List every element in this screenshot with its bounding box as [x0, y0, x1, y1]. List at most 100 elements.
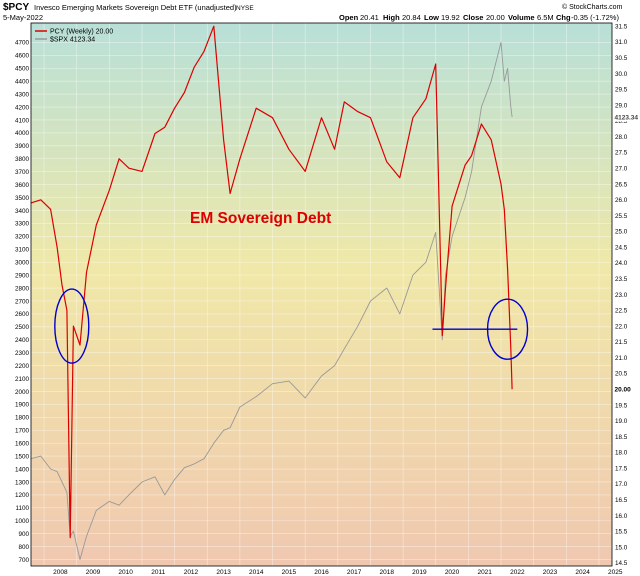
series-layer [30, 25, 513, 560]
right-tick-label: 14.5 [615, 560, 628, 567]
left-tick-label: 2800 [15, 285, 30, 292]
left-tick-label: 3800 [15, 156, 30, 163]
right-tick-label: 30.5 [615, 55, 628, 62]
right-tick-label: 16.0 [615, 513, 628, 520]
open-label: Open [339, 13, 359, 22]
grid [31, 23, 612, 566]
left-tick-label: 3600 [15, 182, 30, 189]
right-tick-label: 17.5 [615, 465, 628, 472]
left-tick-label: 1800 [15, 415, 30, 422]
right-tick-label: 22.5 [615, 308, 628, 315]
left-tick-label: 2600 [15, 311, 30, 318]
left-tick-label: 3900 [15, 143, 30, 150]
right-tick-label: 27.5 [615, 150, 628, 157]
right-tick-label: 25.5 [615, 213, 628, 220]
left-tick-label: 1300 [15, 479, 30, 486]
left-tick-label: 1100 [15, 505, 29, 512]
chg-value: -0.35 (-1.72%) [571, 13, 619, 22]
right-tick-label: 28.5 [615, 118, 628, 125]
right-tick-label: 26.0 [615, 197, 628, 204]
left-tick-label: 4000 [15, 130, 30, 137]
left-tick-label: 4600 [15, 53, 30, 60]
right-tick-label: 27.0 [615, 166, 628, 173]
close-value: 20.00 [486, 13, 505, 22]
left-tick-label: 1400 [15, 466, 30, 473]
left-tick-label: 3300 [15, 221, 30, 228]
left-tick-label: 3700 [15, 169, 30, 176]
x-tick-label: 2015 [282, 569, 297, 576]
left-tick-label: 4700 [15, 40, 30, 47]
right-tick-label: 30.0 [615, 71, 628, 78]
right-tick-label: 29.0 [615, 102, 628, 109]
right-tick-label: 29.5 [615, 87, 628, 94]
left-tick-label: 2900 [15, 272, 30, 279]
chg-label: Chg [556, 13, 571, 22]
ticker-symbol: $PCY [3, 2, 29, 13]
left-tick-label: 2000 [15, 389, 30, 396]
left-tick-label: 1500 [15, 453, 30, 460]
high-label: High [383, 13, 400, 22]
left-tick-label: 4300 [15, 91, 30, 98]
left-tick-label: 2200 [15, 363, 30, 370]
right-tick-label: 23.0 [615, 292, 628, 299]
right-tick-label: 15.0 [615, 544, 628, 551]
plot-frame [30, 22, 613, 567]
left-tick-label: 3200 [15, 234, 30, 241]
left-tick-label: 900 [18, 531, 29, 538]
x-tick-label: 2023 [543, 569, 558, 576]
right-tick-label: 28.0 [615, 134, 628, 141]
left-tick-label: 4400 [15, 78, 30, 85]
right-tick-label: 31.5 [615, 23, 628, 30]
watermark: © StockCharts.com [562, 3, 623, 11]
right-tick-label: 18.5 [615, 434, 628, 441]
x-tick-label: 2009 [86, 569, 101, 576]
x-tick-label: 2014 [249, 569, 264, 576]
right-tick-label: 24.0 [615, 260, 628, 267]
last-value-tag-pcy: 20.00 [615, 387, 632, 394]
open-value: 20.41 [360, 13, 379, 22]
right-tick-label: 24.5 [615, 244, 628, 251]
x-axis: 2008 2009 2010 2011 2012 2013 2014 2015 2016 2017… [53, 569, 623, 576]
left-tick-label: 1600 [15, 440, 30, 447]
right-tick-label: 21.0 [615, 355, 628, 362]
x-tick-label: 2013 [216, 569, 231, 576]
last-value-tag-spx-box [613, 112, 639, 122]
right-tick-label: 21.5 [615, 339, 628, 346]
volume-label: Volume [508, 13, 535, 22]
left-tick-label: 2400 [15, 337, 30, 344]
annotation-circle [54, 288, 90, 364]
plot-background [31, 23, 612, 566]
right-tick-label: 31.0 [615, 39, 628, 46]
x-tick-label: 2022 [510, 569, 525, 576]
x-tick-label: 2016 [314, 569, 329, 576]
left-tick-label: 2300 [15, 350, 30, 357]
left-tick-label: 3400 [15, 208, 30, 215]
left-tick-label: 3100 [15, 247, 30, 254]
left-axis: 700 800 900 1000 1100 1200 1300 1400 1500 1600 170… [15, 40, 30, 564]
left-tick-label: 2700 [15, 298, 30, 305]
left-tick-label: 4100 [15, 117, 30, 124]
x-tick-label: 2024 [575, 569, 590, 576]
last-value-tag-pcy-box [613, 384, 639, 394]
x-tick-label: 2010 [118, 569, 133, 576]
left-tick-label: 2500 [15, 324, 30, 331]
x-tick-label: 2020 [445, 569, 460, 576]
right-tick-label: 16.5 [615, 497, 628, 504]
right-tick-label: 17.0 [615, 481, 628, 488]
left-tick-label: 1200 [15, 492, 30, 499]
x-tick-label: 2008 [53, 569, 68, 576]
volume-value: 6.5M [537, 13, 554, 22]
legend: PCY (Weekly) 20.00 $SPX 4123.34 [35, 29, 113, 44]
left-tick-label: 1000 [15, 518, 30, 525]
left-tick-label: 1900 [15, 402, 30, 409]
series-line-pcy [30, 25, 513, 539]
right-tick-label: 22.0 [615, 323, 628, 330]
last-value-tag-spx: 4123.34 [615, 114, 639, 121]
right-tick-label: 23.5 [615, 276, 628, 283]
legend-label-spx: $SPX 4123.34 [50, 37, 95, 44]
low-value: 19.92 [441, 13, 460, 22]
right-tick-label: 25.0 [615, 229, 628, 236]
x-tick-label: 2018 [380, 569, 395, 576]
